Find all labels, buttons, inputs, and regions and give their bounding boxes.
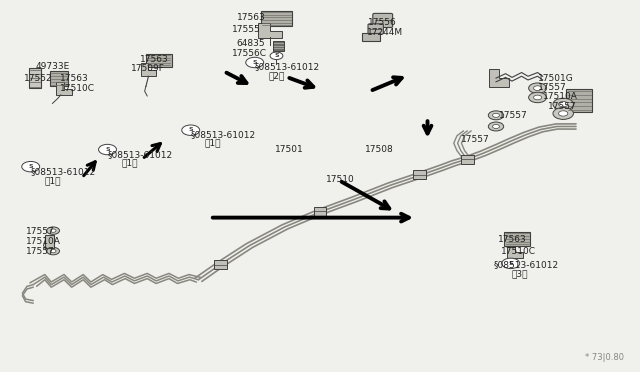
Circle shape (182, 125, 200, 135)
Text: S: S (105, 147, 110, 152)
Text: 17508: 17508 (365, 145, 394, 154)
Circle shape (559, 102, 568, 107)
Bar (461, 155, 474, 164)
Text: 17552: 17552 (24, 74, 53, 83)
Bar (362, 33, 380, 41)
Text: §08513-61012: §08513-61012 (494, 260, 559, 269)
Circle shape (270, 52, 283, 60)
Text: 17557: 17557 (26, 227, 54, 236)
Text: 17244M: 17244M (367, 28, 403, 37)
Bar (45, 235, 54, 248)
Bar (50, 71, 68, 86)
Text: 17510C: 17510C (60, 84, 95, 93)
Text: 17557: 17557 (538, 83, 566, 92)
Text: §08513-61012: §08513-61012 (108, 150, 173, 159)
Bar (261, 11, 292, 26)
Bar (146, 54, 172, 67)
Text: 17563: 17563 (237, 13, 266, 22)
Circle shape (559, 111, 568, 116)
Text: * 73|0.80: * 73|0.80 (585, 353, 624, 362)
Circle shape (246, 57, 264, 68)
Circle shape (51, 249, 56, 253)
Text: S: S (508, 260, 513, 266)
Text: 17510A: 17510A (26, 237, 60, 246)
Text: 17509F: 17509F (131, 64, 165, 73)
Bar (566, 89, 592, 112)
Bar (273, 41, 284, 51)
Text: （3）: （3） (512, 269, 529, 278)
Circle shape (534, 95, 541, 100)
Bar (314, 207, 326, 216)
Circle shape (488, 122, 504, 131)
Text: S: S (274, 53, 279, 58)
Circle shape (488, 111, 504, 120)
Polygon shape (489, 69, 509, 87)
Circle shape (99, 144, 116, 155)
Text: 49733E: 49733E (35, 62, 70, 71)
Circle shape (493, 125, 499, 128)
Text: 17557: 17557 (461, 135, 490, 144)
Text: §08513-61012: §08513-61012 (255, 62, 320, 71)
Text: 17510C: 17510C (500, 247, 536, 256)
Bar (413, 170, 426, 179)
Circle shape (22, 161, 40, 172)
Text: 17557: 17557 (499, 111, 528, 120)
Text: S: S (28, 164, 33, 169)
Text: 17563: 17563 (60, 74, 88, 83)
Text: S: S (252, 60, 257, 65)
Bar (29, 68, 41, 88)
Bar (504, 232, 530, 246)
Text: （1）: （1） (205, 139, 221, 148)
Text: 17555: 17555 (232, 25, 260, 34)
Text: §08513-61012: §08513-61012 (191, 130, 256, 139)
FancyBboxPatch shape (368, 24, 383, 34)
Text: 17510A: 17510A (543, 92, 577, 101)
Text: 17556C: 17556C (232, 49, 267, 58)
Text: （1）: （1） (122, 158, 138, 167)
Polygon shape (141, 63, 156, 76)
Polygon shape (258, 23, 282, 38)
Text: 17563: 17563 (498, 235, 527, 244)
Circle shape (51, 229, 56, 232)
Polygon shape (508, 247, 524, 258)
Circle shape (534, 86, 541, 90)
FancyBboxPatch shape (372, 13, 393, 28)
Circle shape (553, 98, 573, 110)
Text: 17501G: 17501G (538, 74, 573, 83)
Circle shape (553, 108, 573, 119)
Text: 17510: 17510 (326, 175, 355, 184)
Circle shape (493, 113, 499, 117)
Text: 17557: 17557 (548, 102, 577, 110)
Text: §08513-61012: §08513-61012 (31, 167, 96, 176)
Text: 17557: 17557 (26, 247, 54, 256)
Text: （2）: （2） (269, 71, 285, 80)
Text: 17501: 17501 (275, 145, 304, 154)
Circle shape (47, 227, 60, 234)
Text: 64835: 64835 (237, 39, 266, 48)
Text: S: S (188, 127, 193, 132)
Text: （1）: （1） (45, 176, 61, 185)
Circle shape (529, 92, 547, 103)
Circle shape (502, 258, 520, 269)
Circle shape (47, 247, 60, 255)
Text: 17556: 17556 (368, 18, 397, 27)
Text: 17563: 17563 (140, 55, 168, 64)
Circle shape (529, 83, 547, 93)
Polygon shape (56, 82, 72, 95)
Bar (214, 260, 227, 269)
